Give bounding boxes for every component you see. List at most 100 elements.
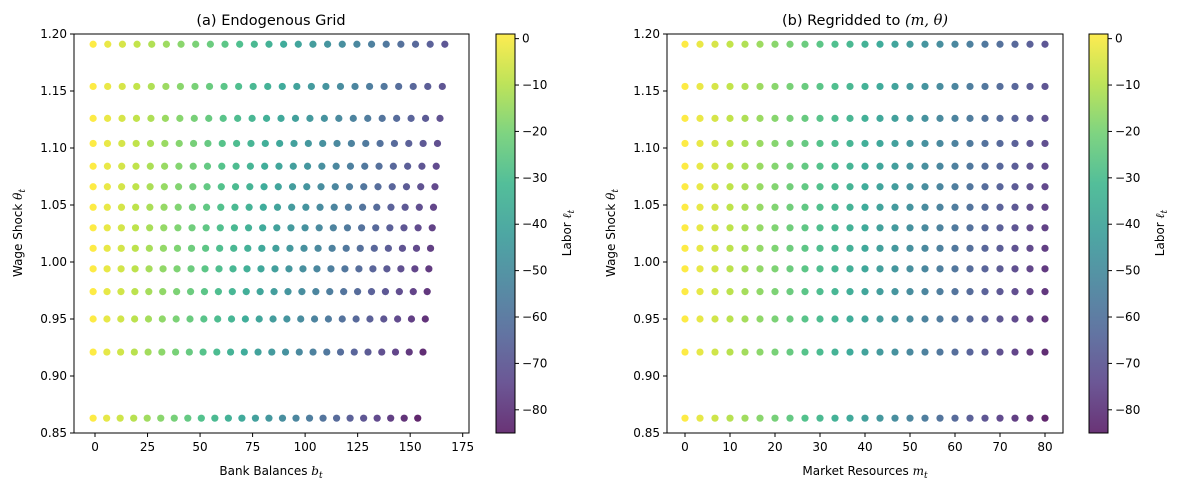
y-tick-label: 0.90 [40, 369, 67, 383]
data-point [741, 288, 749, 296]
data-point [786, 114, 794, 122]
data-point [158, 348, 166, 356]
data-point [921, 40, 929, 48]
data-point [726, 288, 734, 296]
data-point [235, 82, 243, 91]
data-point [966, 40, 974, 48]
data-point [360, 183, 368, 191]
data-point [103, 348, 111, 356]
data-point [218, 139, 226, 148]
data-point [293, 82, 301, 91]
data-point [270, 288, 278, 296]
data-point [353, 40, 361, 48]
y-tick-label: 0.95 [633, 312, 660, 326]
data-point [696, 183, 704, 191]
data-point [286, 244, 294, 252]
data-point [711, 224, 719, 232]
data-point [280, 40, 288, 48]
data-point [421, 315, 429, 323]
data-point [996, 139, 1004, 148]
data-point [741, 162, 749, 170]
data-point [726, 315, 734, 323]
data-point [328, 244, 336, 252]
data-point [786, 265, 794, 273]
data-point [170, 414, 178, 422]
data-point [831, 288, 839, 296]
data-point [726, 203, 734, 211]
data-point [771, 203, 779, 211]
data-point [418, 162, 426, 170]
data-point [309, 348, 317, 356]
data-point [217, 183, 225, 191]
data-point [242, 288, 250, 296]
data-point [936, 40, 944, 48]
data-point [801, 40, 809, 48]
data-point [327, 265, 335, 273]
data-point [356, 244, 364, 252]
data-point [966, 224, 974, 232]
data-point [771, 348, 779, 356]
data-point [117, 288, 125, 296]
data-point [322, 82, 330, 91]
data-point [241, 315, 249, 323]
data-point [103, 203, 111, 211]
data-point [319, 139, 327, 148]
data-point [1011, 315, 1019, 323]
data-point [200, 288, 209, 296]
data-point [246, 183, 254, 191]
data-point [906, 162, 914, 170]
data-point [936, 114, 944, 122]
data-point [428, 224, 436, 232]
data-point [996, 162, 1004, 170]
data-point [1026, 114, 1034, 122]
data-point [172, 315, 180, 323]
data-point [891, 114, 899, 122]
data-point [1011, 265, 1019, 273]
data-point [996, 114, 1004, 122]
data-point [1041, 244, 1049, 252]
data-point [711, 288, 719, 296]
panel-b-colorbar-frame [1088, 33, 1109, 434]
data-point [816, 315, 824, 323]
data-point [159, 244, 168, 252]
data-point [160, 183, 168, 191]
data-point [247, 139, 255, 148]
data-point [432, 162, 440, 170]
data-point [726, 348, 734, 356]
data-point [146, 162, 154, 170]
data-point [398, 244, 407, 252]
data-point [726, 265, 734, 273]
data-point [204, 139, 212, 148]
data-point [951, 82, 959, 91]
data-point [332, 414, 341, 422]
data-point [103, 288, 111, 296]
data-point [681, 348, 689, 356]
data-point [281, 348, 290, 356]
data-point [423, 288, 431, 296]
data-point [353, 288, 362, 296]
data-point [438, 82, 446, 91]
data-point [696, 244, 704, 252]
data-point [771, 288, 779, 296]
panel-a-colorbar-frame [495, 33, 516, 434]
y-tick-label: 1.10 [40, 141, 67, 155]
colorbar-tick-label: −30 [1115, 171, 1140, 185]
data-point [846, 244, 854, 252]
data-point [1011, 203, 1019, 211]
data-point [364, 114, 372, 122]
data-point [1041, 288, 1049, 296]
data-point [146, 139, 155, 148]
data-point [200, 315, 208, 323]
x-tick-label: 50 [192, 440, 207, 454]
data-point [297, 315, 305, 323]
data-point [816, 139, 824, 148]
y-tick-label: 1.20 [40, 27, 67, 41]
data-point [681, 265, 689, 273]
data-point [771, 265, 779, 273]
data-point [387, 203, 395, 211]
data-point [951, 288, 959, 296]
data-point [846, 288, 854, 296]
data-point [201, 244, 210, 252]
data-point [331, 183, 339, 191]
data-point [906, 40, 914, 48]
